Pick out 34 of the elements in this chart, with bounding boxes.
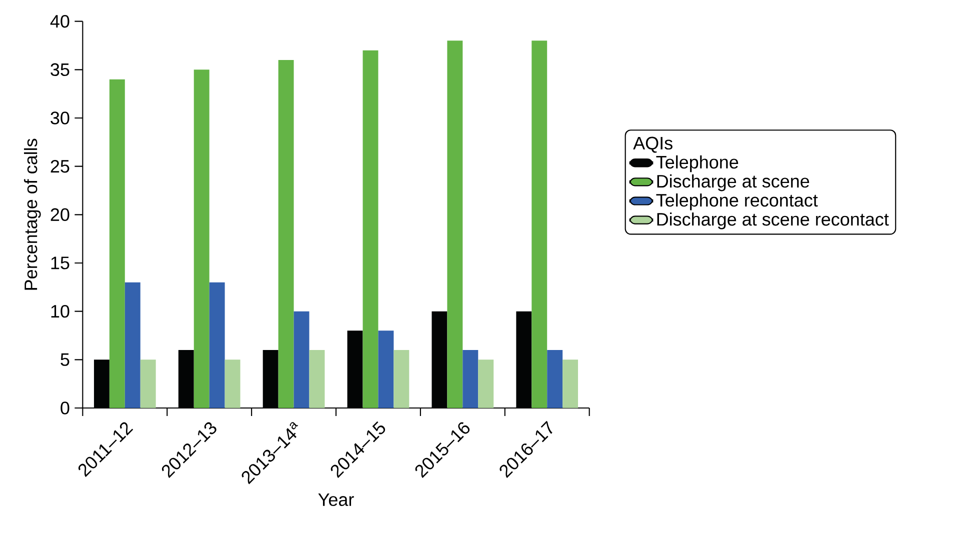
bar [562, 360, 578, 408]
y-tick-label: 10 [51, 304, 70, 318]
bar [394, 350, 410, 408]
legend-label: Telephone [656, 155, 738, 172]
bar [224, 360, 240, 408]
y-tick-label: 20 [50, 208, 70, 222]
x-axis-title: Year [318, 493, 354, 506]
bar [462, 350, 478, 408]
bar [362, 50, 378, 408]
bar [447, 40, 463, 408]
y-tick-label: 15 [51, 256, 70, 270]
y-tick-label: 30 [50, 112, 70, 124]
y-axis-title: Percentage of calls [24, 138, 41, 290]
y-tick-label: 25 [50, 160, 70, 173]
bar [378, 330, 394, 408]
bar [478, 360, 494, 408]
legend-title: AQIs [633, 136, 672, 153]
bar [278, 60, 294, 408]
bar [294, 311, 310, 408]
y-tick-label: 40 [50, 14, 70, 28]
legend-label: Discharge at scene recontact [657, 212, 889, 230]
bar [309, 350, 325, 408]
bar [532, 40, 548, 408]
legend-label: Telephone recontact [656, 193, 818, 210]
bar [209, 282, 225, 408]
bar [124, 282, 140, 408]
bar [194, 70, 210, 408]
bar [109, 79, 125, 408]
bar [547, 350, 563, 408]
y-tick-label: 5 [60, 353, 70, 366]
y-tick-label: 0 [60, 402, 70, 414]
legend-label: Discharge at scene [657, 174, 810, 192]
y-tick-label: 35 [50, 63, 70, 76]
bar [140, 360, 156, 408]
